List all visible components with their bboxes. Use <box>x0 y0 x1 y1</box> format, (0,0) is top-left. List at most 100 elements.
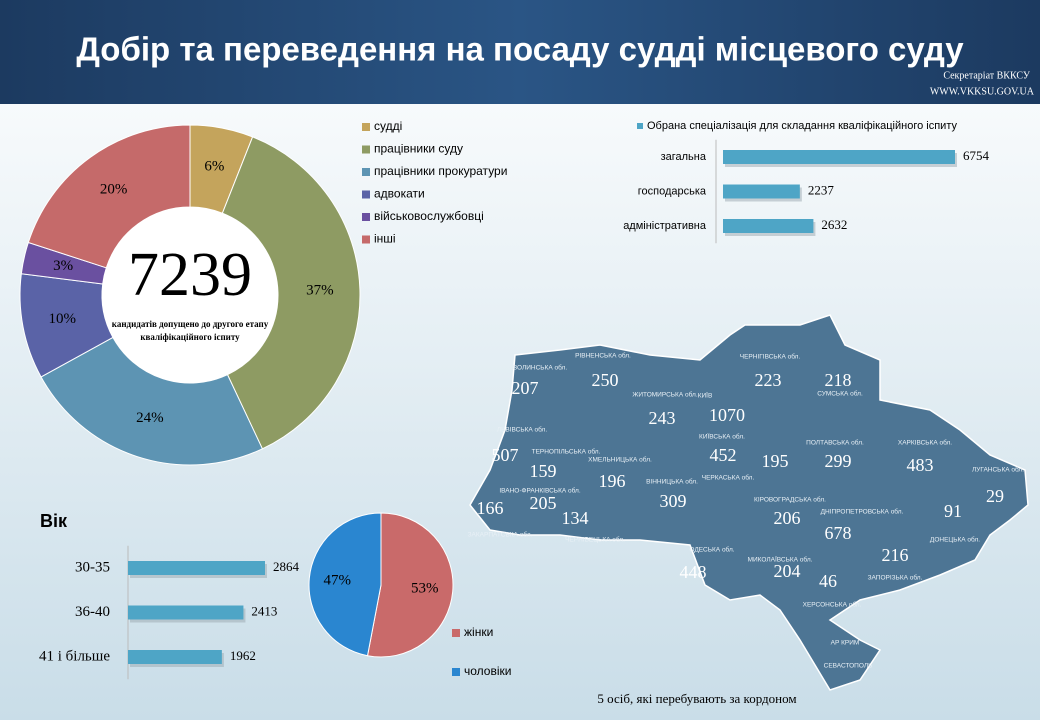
value-label: 1962 <box>230 648 256 663</box>
region-value: 1070 <box>709 405 745 425</box>
region-value: 205 <box>530 493 557 513</box>
donut-hole <box>102 207 278 383</box>
region-name: РІВНЕНСЬКА обл. <box>575 352 631 360</box>
region-value: 207 <box>512 378 539 398</box>
legend-swatch <box>452 668 460 676</box>
region-name: ЛУГАНСЬКА обл. <box>972 466 1024 474</box>
page-title: Добір та переведення на посаду судді міс… <box>76 31 964 68</box>
org: Секретаріат ВККСУ <box>943 70 1031 81</box>
legend-label: чоловіки <box>464 664 511 678</box>
region-name: ПОЛТАВСЬКА обл. <box>806 439 864 447</box>
region-value: 91 <box>944 501 962 521</box>
value-label: 2632 <box>821 217 847 232</box>
slice-label: 20% <box>100 181 128 197</box>
region-name: СУМСЬКА обл. <box>817 390 863 398</box>
region-name: ВІННИЦЬКА обл. <box>646 478 698 486</box>
value-label: 2413 <box>251 603 277 618</box>
legend-swatch <box>362 213 370 221</box>
region-name: ЛЬВІВСЬКА обл. <box>497 426 548 434</box>
region-value: 46 <box>819 571 837 591</box>
region-name: ОДЕСЬКА обл. <box>689 546 734 554</box>
region-value: 243 <box>649 408 676 428</box>
bar <box>723 184 800 199</box>
legend-label: інші <box>374 232 396 246</box>
slice-label: 24% <box>136 410 164 426</box>
region-name: АР КРИМ <box>831 640 860 647</box>
value-label: 6754 <box>963 148 990 163</box>
legend-label: жінки <box>464 625 493 639</box>
region-name: ЧЕРНІГІВСЬКА обл. <box>740 353 801 361</box>
bar <box>128 605 244 620</box>
region-name: МИКОЛАЇВСЬКА обл. <box>748 556 813 564</box>
slice-label: 53% <box>411 581 439 597</box>
pie-slice <box>366 512 454 658</box>
region-value: 29 <box>986 486 1004 506</box>
region-value: 452 <box>710 445 737 465</box>
legend-swatch <box>362 145 370 154</box>
chart-title: Вік <box>40 511 68 531</box>
region-value: 166 <box>477 498 504 518</box>
region-value: 250 <box>592 370 619 390</box>
bar <box>128 561 265 575</box>
region-value: 223 <box>755 370 782 390</box>
slice-label: 47% <box>323 572 351 588</box>
region-value: 159 <box>530 461 557 481</box>
region-name: ВОЛИНСЬКА обл. <box>513 364 567 372</box>
center-label: кандидатів допущено до другого етапу ква… <box>111 319 269 342</box>
slice-label: 3% <box>53 258 73 274</box>
region-value: 206 <box>774 508 801 528</box>
region-name: ЗАПОРІЗЬКА обл. <box>868 574 923 582</box>
category-label: загальна <box>661 151 707 163</box>
region-value: 483 <box>907 455 934 475</box>
bar <box>723 150 955 164</box>
value-label: 2864 <box>273 559 300 574</box>
region-value: 678 <box>825 523 852 543</box>
category-label: 41 і більше <box>39 648 110 664</box>
bar <box>723 219 814 233</box>
region-name: ЧЕРНІВЕЦЬКА обл. <box>565 536 625 544</box>
category-label: господарська <box>638 185 707 197</box>
legend-swatch <box>637 123 643 129</box>
value-label: 2237 <box>808 182 835 197</box>
region-name: КИЇВСЬКА обл. <box>699 433 745 441</box>
legend-label: Обрана спеціалізація для складання квалі… <box>647 120 957 132</box>
legend-label: працівники суду <box>374 142 463 156</box>
map-note: 5 осіб, які перебувають за кордоном <box>597 691 796 706</box>
center-value: 7239 <box>128 241 252 309</box>
legend-label: адвокати <box>374 187 425 201</box>
region-name: ЧЕРКАСЬКА обл. <box>702 474 755 482</box>
region-value: 507 <box>492 445 519 465</box>
region-value: 196 <box>599 471 626 491</box>
region-value: 448 <box>680 562 707 582</box>
legend-label: військовослужбовці <box>374 209 484 223</box>
region-name: ЖИТОМИРСЬКА обл. <box>632 391 697 399</box>
region-value: 134 <box>562 508 589 528</box>
category-label: 36-40 <box>75 604 110 620</box>
slice-label: 6% <box>204 159 224 175</box>
region-value: 195 <box>762 451 789 471</box>
region-name: СЕВАСТОПОЛЬ <box>824 663 873 670</box>
bar <box>128 650 222 664</box>
category-label: адміністративна <box>623 220 707 232</box>
pie-slice <box>308 512 382 657</box>
region-value: 218 <box>825 370 852 390</box>
site: WWW.VKKSU.GOV.UA <box>930 86 1035 97</box>
region-name: ЗАКАРПАТСЬКА обл. <box>468 531 533 539</box>
ukraine-map <box>469 314 1029 691</box>
legend-swatch <box>362 123 370 131</box>
legend-swatch <box>362 168 370 176</box>
legend-label: працівники прокуратури <box>374 164 507 178</box>
region-name: ХМЕЛЬНИЦЬКА обл. <box>588 456 652 464</box>
category-label: 30-35 <box>75 559 110 575</box>
region-name: ДОНЕЦЬКА обл. <box>930 536 980 544</box>
region-value: 299 <box>825 451 852 471</box>
header-band <box>0 0 1040 104</box>
slice-label: 10% <box>49 311 77 327</box>
legend-swatch <box>362 190 370 199</box>
region-value: 204 <box>774 561 801 581</box>
legend-swatch <box>452 629 460 637</box>
slice-label: 37% <box>306 282 334 298</box>
region-name: ХАРКІВСЬКА обл. <box>898 439 952 447</box>
